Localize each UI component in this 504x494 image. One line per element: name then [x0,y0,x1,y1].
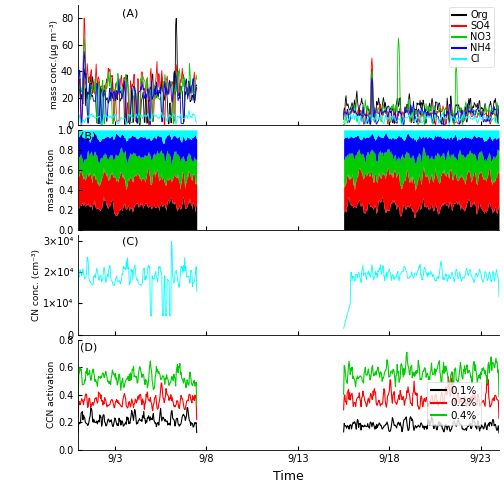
Y-axis label: CCN activation: CCN activation [47,361,56,428]
Y-axis label: mass conc.(μg m⁻³): mass conc.(μg m⁻³) [50,20,59,109]
X-axis label: Time: Time [273,470,304,483]
Text: (C): (C) [122,237,139,247]
Text: (D): (D) [80,342,97,352]
Y-axis label: msaa fraction: msaa fraction [47,149,56,211]
Legend: 0.1%, 0.2%, 0.4%: 0.1%, 0.2%, 0.4% [426,382,481,425]
Text: (B): (B) [80,132,97,142]
Y-axis label: CN conc. (cm⁻³): CN conc. (cm⁻³) [32,249,41,321]
Text: (A): (A) [122,8,139,19]
Legend: Org, SO4, NO3, NH4, Cl: Org, SO4, NO3, NH4, Cl [449,7,494,67]
